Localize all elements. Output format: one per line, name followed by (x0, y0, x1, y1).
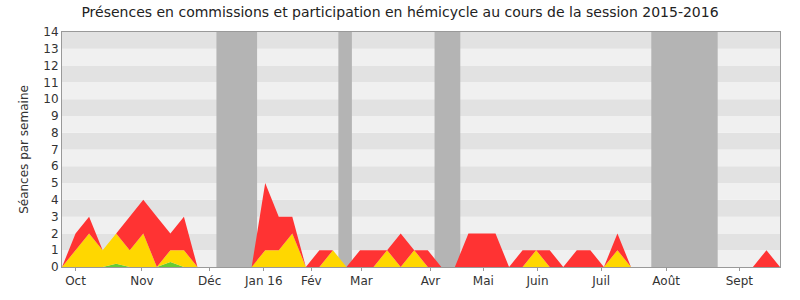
svg-text:8: 8 (51, 126, 59, 140)
svg-text:Avr: Avr (421, 274, 441, 288)
svg-text:5: 5 (51, 176, 59, 190)
svg-text:4: 4 (51, 193, 59, 207)
svg-text:2: 2 (51, 227, 59, 241)
svg-text:Séances par semaine: Séances par semaine (17, 85, 31, 214)
svg-text:Sept: Sept (726, 274, 754, 288)
svg-text:Nov: Nov (130, 274, 153, 288)
svg-text:1: 1 (51, 243, 59, 257)
svg-text:Fév: Fév (301, 274, 322, 288)
svg-text:6: 6 (51, 159, 59, 173)
svg-text:Oct: Oct (65, 274, 86, 288)
svg-text:3: 3 (51, 210, 59, 224)
svg-text:7: 7 (51, 143, 59, 157)
svg-text:Juin: Juin (525, 274, 548, 288)
svg-text:Présences en commissions et pa: Présences en commissions et participatio… (81, 4, 718, 20)
svg-text:14: 14 (43, 25, 58, 39)
svg-text:13: 13 (43, 42, 58, 56)
svg-text:9: 9 (51, 109, 59, 123)
svg-text:11: 11 (43, 76, 58, 90)
svg-text:Jan 16: Jan 16 (244, 274, 283, 288)
svg-text:12: 12 (43, 59, 58, 73)
svg-text:10: 10 (43, 92, 58, 106)
svg-text:0: 0 (51, 260, 59, 274)
svg-text:Mai: Mai (473, 274, 494, 288)
svg-text:Mar: Mar (350, 274, 373, 288)
svg-text:Déc: Déc (198, 274, 221, 288)
svg-text:Août: Août (652, 274, 680, 288)
svg-text:Juil: Juil (591, 274, 610, 288)
